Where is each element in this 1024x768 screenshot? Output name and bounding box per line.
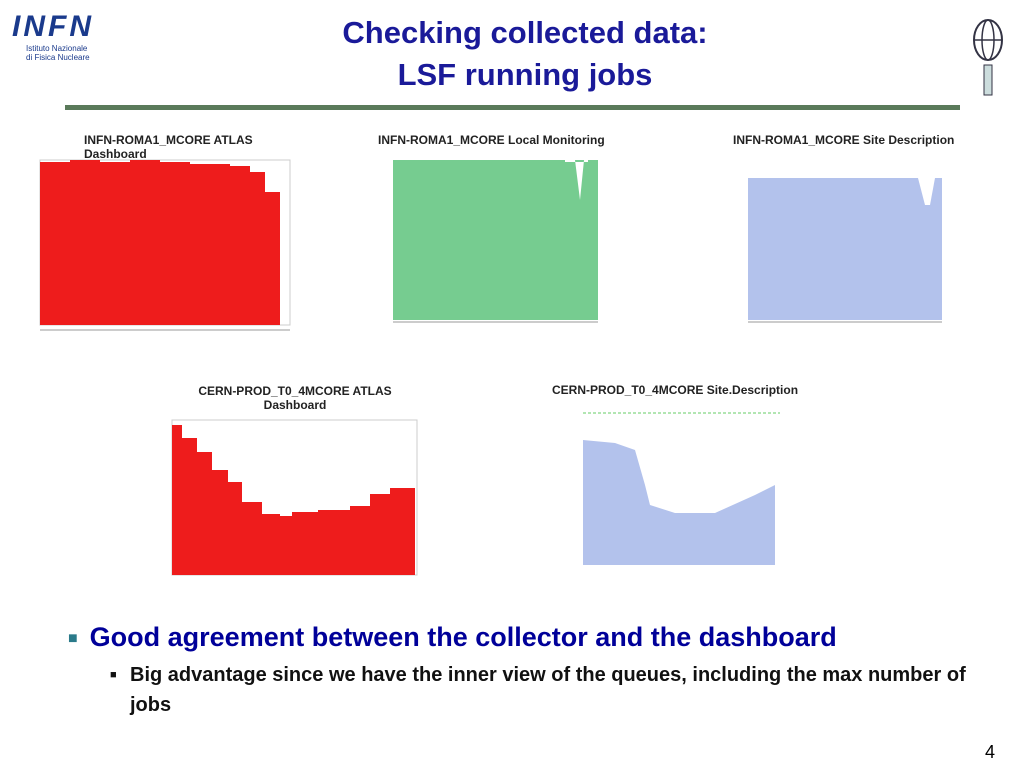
title: Checking collected data: LSF running job… [230, 12, 820, 96]
logo-sub: Istituto Nazionale [26, 44, 88, 53]
title-line: Checking collected data: [342, 15, 708, 50]
panel-label: INFN-ROMA1_MCORE ATLAS Dashboard [84, 133, 253, 161]
bullet: ■ Good agreement between the collector an… [68, 622, 837, 653]
separator [65, 105, 960, 110]
chart-thumbnail [171, 419, 418, 576]
bullet-text: Good agreement between the collector and… [89, 622, 837, 652]
page-number: 4 [985, 742, 996, 762]
atlas-logo [973, 19, 1003, 96]
panel-label: CERN-PROD_T0_4MCORE Site.Description [552, 383, 799, 397]
logo: INFN Istituto Nazionale di Fisica Nuclea… [12, 10, 112, 90]
sub-bullet-text: Big advantage since we have the inner vi… [130, 664, 966, 716]
panel-label: INFN-ROMA1_MCORE Site Description [733, 133, 955, 147]
panel-label: INFN-ROMA1_MCORE Local Monitoring [378, 133, 605, 147]
chart-thumbnail [748, 178, 942, 323]
chart-thumbnail [39, 159, 291, 331]
bullet-marker: ■ [68, 629, 78, 647]
sub-bullet: ■ Big advantage since we have the inner … [110, 660, 990, 720]
panel-label: CERN-PROD_T0_4MCORE ATLAS Dashboard [198, 384, 392, 412]
bullet-marker: ■ [110, 669, 117, 681]
title-line: LSF running jobs [397, 57, 653, 92]
chart-thumbnail [393, 160, 598, 323]
logo-sub: di Fisica Nucleare [26, 53, 90, 62]
chart-thumbnail [583, 412, 780, 565]
logo-name: INFN [12, 10, 94, 43]
